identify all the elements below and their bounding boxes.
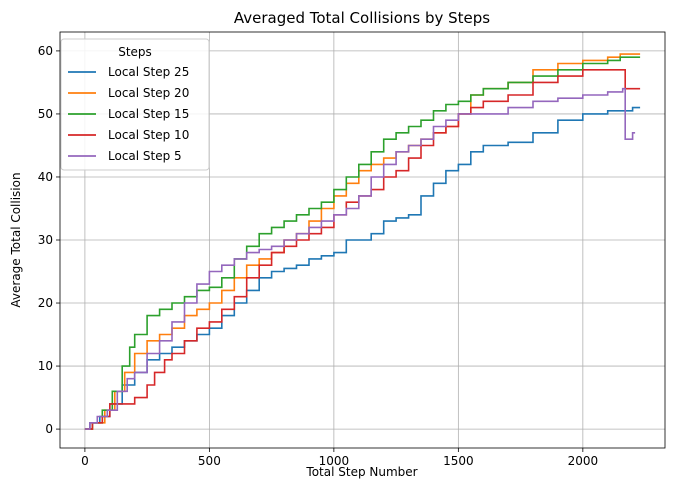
legend-label-local-step-10: Local Step 10 — [108, 128, 189, 142]
x-tick-label: 1500 — [443, 454, 474, 468]
series-lines — [84, 53, 641, 430]
legend-label-local-step-15: Local Step 15 — [108, 107, 189, 121]
y-tick-label: 20 — [38, 296, 53, 310]
x-tick-label: 1000 — [319, 454, 350, 468]
y-axis-label: Average Total Collision — [9, 172, 23, 307]
chart-title: Averaged Total Collisions by Steps — [234, 9, 490, 27]
legend-items: Local Step 25 Local Step 20 Local Step 15 L… — [68, 65, 189, 163]
legend-label-local-step-20: Local Step 20 — [108, 86, 189, 100]
axis-ticks: 0 500 1000 1500 2000 0 10 20 30 40 50 60 — [38, 44, 598, 468]
x-axis-label: Total Step Number — [305, 465, 417, 479]
x-tick-label: 500 — [198, 454, 221, 468]
series-line-local-step-25 — [84, 106, 641, 430]
y-tick-label: 10 — [38, 359, 53, 373]
legend-box — [60, 38, 210, 171]
series-line-local-step-5 — [84, 87, 636, 430]
legend-label-local-step-25: Local Step 25 — [108, 65, 189, 79]
y-tick-label: 0 — [45, 422, 53, 436]
y-tick-label: 60 — [38, 44, 53, 58]
legend-label-local-step-5: Local Step 5 — [108, 149, 182, 163]
x-tick-label: 0 — [81, 454, 89, 468]
legend-title: Steps — [118, 45, 152, 59]
series-line-local-step-10 — [84, 69, 641, 430]
x-tick-label: 2000 — [568, 454, 599, 468]
y-tick-label: 30 — [38, 233, 53, 247]
y-tick-label: 40 — [38, 170, 53, 184]
series-line-local-step-15 — [84, 56, 641, 430]
y-tick-label: 50 — [38, 107, 53, 121]
